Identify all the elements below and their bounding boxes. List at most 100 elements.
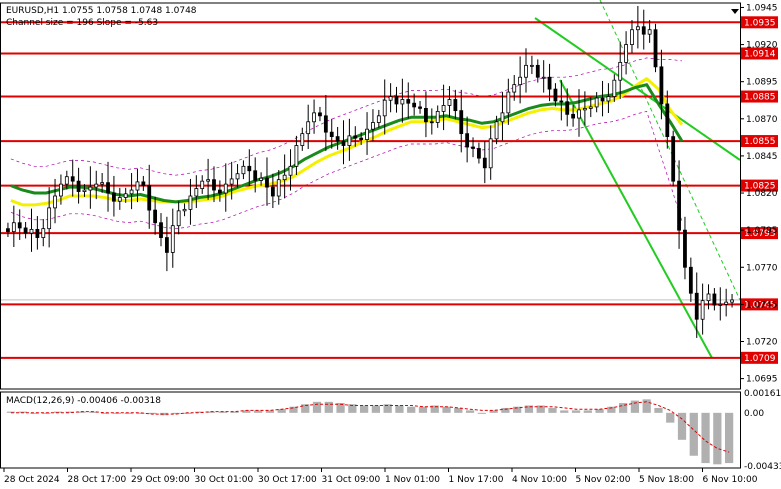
macd-histogram-bar <box>89 411 98 413</box>
candle-body <box>194 188 199 197</box>
macd-histogram-bar <box>701 412 710 464</box>
support-resistance-levels: 1.09351.09141.08851.08551.08251.07931.07… <box>0 16 778 364</box>
candle-body <box>341 140 346 146</box>
level-price-tag <box>741 47 778 60</box>
candle-body <box>624 44 628 63</box>
macd-histogram-bar <box>171 412 180 415</box>
candle-body <box>618 61 623 81</box>
time-axis-label: 1 Nov 17:00 <box>449 475 504 485</box>
candle-body <box>447 99 452 106</box>
candle-body <box>94 183 99 188</box>
level-price-label: 1.0709 <box>744 354 776 364</box>
ma-fast-line <box>10 77 684 207</box>
macd-histogram-bar <box>6 411 16 413</box>
candle-body <box>435 110 440 123</box>
candle-body <box>647 29 652 35</box>
candle-body <box>429 121 434 124</box>
candle-body <box>6 228 10 233</box>
level-price-tag <box>741 227 778 240</box>
price-tick-label: 1.0895 <box>746 78 778 88</box>
candle-body <box>406 99 411 104</box>
candle-body <box>153 209 158 224</box>
macd-histogram-bar <box>583 410 592 413</box>
scroll-down-triangle-icon[interactable] <box>731 9 739 14</box>
candle-body <box>82 189 87 192</box>
macd-histogram-bar <box>277 409 286 413</box>
macd-histogram-bar <box>195 411 204 413</box>
price-tick-label: 1.0795 <box>746 226 778 236</box>
candle-body <box>212 179 216 191</box>
candle-body <box>365 128 369 140</box>
candle-body <box>23 227 28 234</box>
candle-body <box>141 181 146 187</box>
macd-histogram-bar <box>418 406 428 413</box>
macd-histogram-bar <box>312 401 322 413</box>
level-price-label: 1.0935 <box>744 18 776 28</box>
candle-body <box>700 300 705 320</box>
price-tick-label: 1.0820 <box>746 189 778 199</box>
time-axis-label: 31 Oct 09:00 <box>322 475 381 485</box>
candle-body <box>176 210 181 227</box>
channel-upper-line <box>534 17 741 161</box>
macd-panel <box>6 399 734 465</box>
level-price-label: 1.0825 <box>744 182 776 192</box>
macd-histogram-bar <box>336 403 345 413</box>
candle-body <box>388 96 393 101</box>
ma-slow-line <box>10 83 684 204</box>
candle-body <box>730 299 734 303</box>
candle-body <box>718 303 723 306</box>
macd-histogram-bar <box>571 410 581 413</box>
macd-tick-label: 0.00161 <box>744 389 781 399</box>
macd-histogram-bar <box>359 405 369 413</box>
candle-body <box>147 185 152 211</box>
time-axis-label: 28 Oct 17:00 <box>68 475 127 485</box>
candle-body <box>712 293 717 306</box>
price-panel-frame <box>0 2 741 390</box>
channel-mid-line <box>599 0 741 301</box>
candle-body <box>53 195 57 209</box>
macd-tick-label: -0.00433 <box>744 462 781 472</box>
candle-body <box>577 109 581 119</box>
candle-body <box>276 179 281 197</box>
candle-body <box>635 26 640 31</box>
candle-body <box>418 106 422 109</box>
candle-body <box>600 97 605 102</box>
candle-body <box>164 237 169 253</box>
level-price-tag <box>741 16 778 29</box>
time-axis-label: 5 Nov 18:00 <box>639 475 694 485</box>
candle-body <box>665 103 670 138</box>
macd-panel-frame <box>0 391 741 469</box>
level-price-label: 1.0793 <box>744 229 776 239</box>
candle-body <box>11 222 16 233</box>
macd-label: MACD(12,26,9) -0.00406 -0.00318 <box>6 396 161 406</box>
channel-lower-line <box>559 79 713 359</box>
macd-histogram-bar <box>442 406 451 413</box>
candle-body <box>223 183 228 194</box>
candle-body <box>488 138 493 169</box>
chart-header-channel: Channel size = 196 Slope = -5.63 <box>6 18 158 28</box>
macd-histogram-bar <box>77 411 86 413</box>
macd-histogram-bar <box>536 405 545 413</box>
price-tick-label: 1.0920 <box>746 41 778 51</box>
candle-body <box>424 108 428 123</box>
macd-histogram-bar <box>53 411 63 413</box>
macd-histogram-bar <box>254 410 263 413</box>
level-price-tag <box>741 351 778 364</box>
time-axis-label: 1 Nov 01:00 <box>385 475 440 485</box>
bollinger-bands <box>10 57 683 230</box>
candle-body <box>259 177 263 181</box>
macd-histogram-bar <box>677 412 687 440</box>
candle-body <box>459 110 464 135</box>
macd-signal-line <box>10 401 730 453</box>
price-tick-label: 1.0720 <box>746 337 778 347</box>
candle-body <box>323 115 328 133</box>
macd-histogram-bar <box>100 412 110 414</box>
macd-histogram-bar <box>619 403 628 413</box>
candle-body <box>59 183 63 197</box>
candle-body <box>494 121 499 140</box>
candle-body <box>659 66 664 105</box>
macd-histogram-bar <box>230 411 239 413</box>
macd-histogram-bar <box>501 407 510 413</box>
